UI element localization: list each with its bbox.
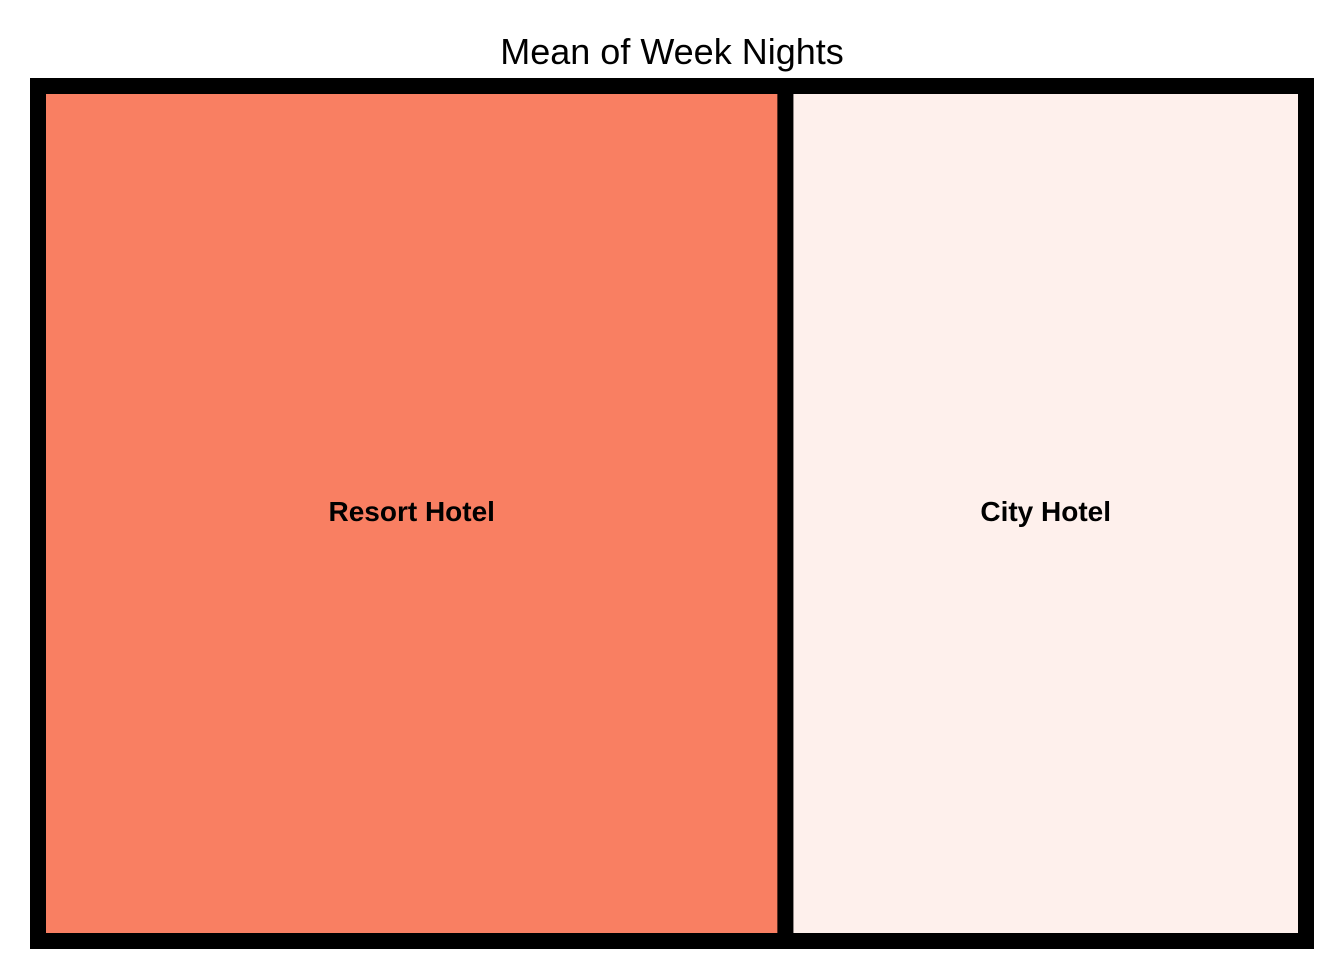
treemap-label-city-hotel: City Hotel (980, 496, 1111, 527)
treemap-tile-resort-hotel (30, 78, 794, 949)
treemap-label-resort-hotel: Resort Hotel (328, 496, 494, 527)
treemap-tiles: Resort Hotel City Hotel (30, 78, 1314, 949)
chart-title: Mean of Week Nights (500, 31, 844, 72)
treemap-outer-border (30, 78, 1314, 949)
